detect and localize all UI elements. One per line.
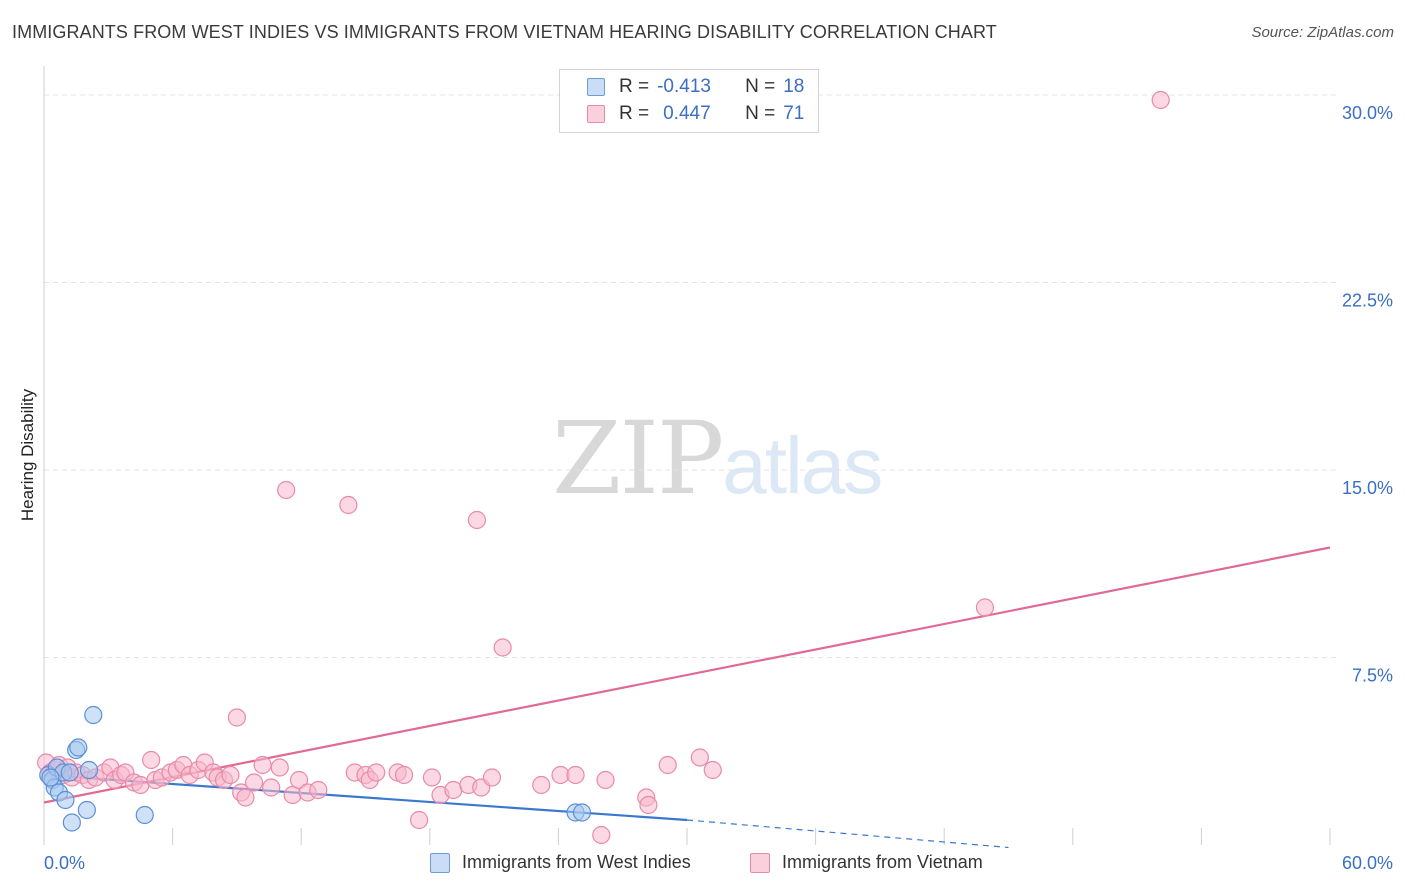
point-vietnam <box>244 773 264 792</box>
point-vietnam <box>444 780 463 800</box>
point-vietnam <box>467 510 487 530</box>
point-vietnam <box>277 480 296 500</box>
axes <box>43 66 1331 845</box>
point-vietnam <box>1151 90 1170 110</box>
point-vietnam <box>367 763 386 782</box>
trend-lines <box>43 546 1331 849</box>
grid-lines <box>44 94 1338 658</box>
point-west-indies <box>62 813 81 832</box>
point-vietnam <box>690 748 709 767</box>
point-vietnam <box>339 495 358 515</box>
point-vietnam <box>422 768 442 787</box>
point-vietnam <box>566 765 585 785</box>
trend-line-vietnam <box>43 546 1331 804</box>
y-tick-label: 30.0% <box>1342 103 1393 123</box>
point-west-indies <box>572 803 592 822</box>
tick-labels: 7.5% 15.0% 22.5% 30.0% 0.0% 60.0% <box>44 103 1393 873</box>
y-tick-label: 7.5% <box>1352 666 1393 686</box>
point-west-indies <box>69 738 88 757</box>
legend-item-vietnam: Immigrants from Vietnam <box>750 852 983 873</box>
point-vietnam <box>409 810 429 830</box>
point-vietnam <box>221 765 240 785</box>
watermark-zip: ZIP <box>552 400 724 517</box>
point-vietnam <box>309 780 328 800</box>
point-vietnam <box>493 638 512 657</box>
point-vietnam <box>394 765 414 785</box>
watermark: ZIPatlas <box>552 400 883 517</box>
legend-row-vietnam: R = 0.447 N = 71 <box>560 101 804 127</box>
point-vietnam <box>703 760 722 780</box>
point-west-indies <box>135 805 154 825</box>
legend-n-value: 18 <box>783 76 805 97</box>
point-vietnam <box>975 598 995 617</box>
legend-r-label: R = <box>619 103 650 124</box>
point-vietnam <box>270 758 289 777</box>
y-axis-label: Hearing Disability <box>18 388 37 522</box>
point-west-indies <box>56 790 75 810</box>
legend-swatch-vietnam <box>750 852 770 873</box>
x-tick-label: 60.0% <box>1342 853 1393 873</box>
correlation-legend: R = -0.413 N = 18 R = 0.447 N = 71 <box>559 69 819 133</box>
point-west-indies <box>84 705 103 725</box>
point-vietnam <box>227 708 246 727</box>
point-west-indies <box>77 800 96 820</box>
legend-item-west-indies: Immigrants from West Indies <box>430 852 691 873</box>
source-label: Source: ZipAtlas.com <box>1251 24 1394 41</box>
legend-r-value: 0.447 <box>663 103 711 124</box>
point-vietnam <box>262 778 281 797</box>
legend-n-label: N = <box>745 76 776 97</box>
point-vietnam <box>142 750 161 770</box>
chart-title: IMMIGRANTS FROM WEST INDIES VS IMMIGRANT… <box>12 22 997 42</box>
point-vietnam <box>131 775 150 795</box>
trend-line-west-indies-extension <box>686 819 1009 849</box>
legend-swatch-vietnam <box>587 105 605 123</box>
legend-swatch-west-indies <box>587 78 605 96</box>
point-vietnam <box>592 825 611 845</box>
legend-n-label: N = <box>745 103 776 124</box>
point-vietnam <box>289 770 309 790</box>
legend-n-value: 71 <box>783 103 805 124</box>
point-vietnam <box>482 768 502 787</box>
legend-label-vietnam: Immigrants from Vietnam <box>782 852 983 872</box>
point-vietnam <box>596 770 615 790</box>
legend-swatch-west-indies <box>430 852 450 873</box>
point-west-indies <box>60 763 79 782</box>
data-points <box>37 90 1170 845</box>
legend-row-west-indies: R = -0.413 N = 18 <box>560 74 804 100</box>
point-west-indies <box>41 768 60 787</box>
y-tick-label: 22.5% <box>1342 291 1393 311</box>
legend-r-value: -0.413 <box>657 76 711 97</box>
point-west-indies <box>79 760 99 780</box>
x-tick-label: 0.0% <box>44 853 85 873</box>
series-legend: Immigrants from West Indies Immigrants f… <box>0 852 1406 878</box>
point-vietnam <box>639 795 658 815</box>
watermark-atlas: atlas <box>722 421 883 510</box>
point-vietnam <box>658 755 677 775</box>
legend-r-label: R = <box>619 76 650 97</box>
point-vietnam <box>253 755 272 775</box>
point-vietnam <box>236 788 255 807</box>
point-vietnam <box>532 775 551 795</box>
legend-label-west-indies: Immigrants from West Indies <box>462 852 691 872</box>
y-tick-label: 15.0% <box>1342 478 1393 498</box>
